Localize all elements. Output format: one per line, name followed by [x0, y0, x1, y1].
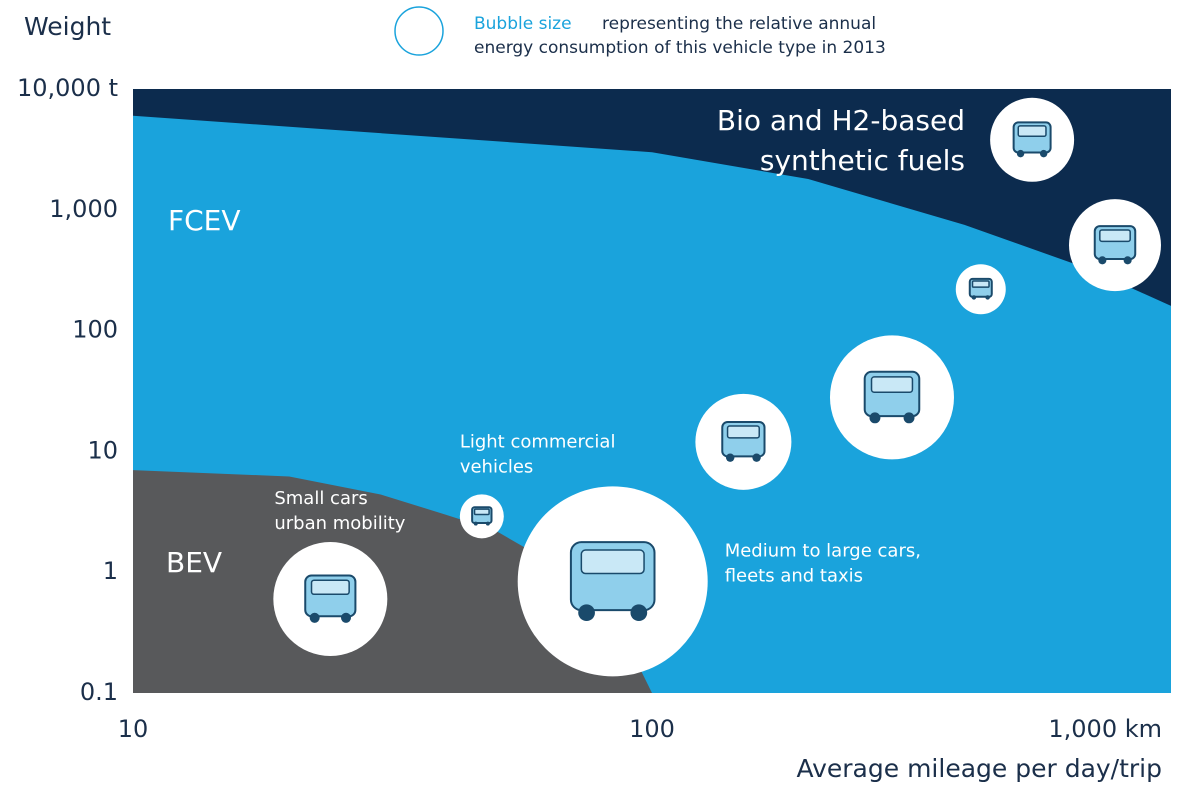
vehicle-wheel [971, 295, 977, 300]
vehicle-wheel [578, 604, 595, 622]
vehicle-wheel [869, 412, 881, 424]
bubble-label: Light commercial [460, 431, 616, 452]
region-label: FCEV [168, 204, 241, 237]
legend-text: representing the relative annual [602, 14, 876, 34]
x-tick-label: 10 [118, 715, 149, 743]
y-tick-label: 1,000 [49, 195, 118, 223]
region-label: synthetic fuels [760, 144, 965, 177]
vehicle-wheel [1098, 256, 1107, 265]
vehicle-wheel [1039, 149, 1048, 158]
vehicle-window [1017, 125, 1047, 138]
y-tick-label: 10,000 t [17, 74, 118, 102]
x-tick-label: 100 [629, 715, 675, 743]
vehicle-window [310, 579, 350, 596]
y-tick-label: 0.1 [80, 678, 118, 706]
x-tick-label: 1,000 km [1048, 715, 1162, 743]
bubble-label: vehicles [460, 456, 534, 477]
x-axis-label: Average mileage per day/trip [796, 754, 1162, 783]
legend-title: Bubble size [474, 14, 572, 34]
vehicle-window [870, 376, 914, 394]
region-label: Bio and H2-based [717, 104, 965, 137]
vehicle-wheel [725, 453, 735, 462]
y-tick-label: 10 [87, 436, 118, 464]
vehicle-wheel [485, 521, 490, 526]
bubble-label: urban mobility [274, 513, 405, 534]
y-tick-label: 100 [72, 316, 118, 344]
vehicle-window [726, 425, 760, 439]
vehicle-window [1099, 229, 1131, 243]
vehicle-window [473, 508, 490, 516]
vehicle-window [971, 280, 990, 288]
vehicle-wheel [903, 412, 915, 424]
vehicle-wheel [1016, 149, 1025, 158]
vehicle-wheel [1123, 256, 1132, 265]
vehicle-wheel [340, 612, 352, 623]
y-axis-label: Weight [24, 12, 111, 41]
vehicle-window [580, 549, 645, 575]
vehicle-wheel [630, 604, 648, 622]
vehicle-wheel [985, 295, 990, 300]
vehicle-wheel [752, 453, 761, 462]
vehicle-wheel [473, 521, 478, 526]
bubble-label: Small cars [274, 488, 367, 509]
bubble-label: Medium to large cars, [725, 540, 921, 561]
region-area [133, 470, 652, 693]
y-tick-label: 1 [103, 557, 118, 585]
vehicle-wheel [309, 612, 320, 623]
legend-bubble [394, 6, 444, 56]
bubble-label: fleets and taxis [725, 565, 863, 586]
region-label: BEV [166, 546, 222, 579]
legend-text: energy consumption of this vehicle type … [474, 38, 886, 58]
